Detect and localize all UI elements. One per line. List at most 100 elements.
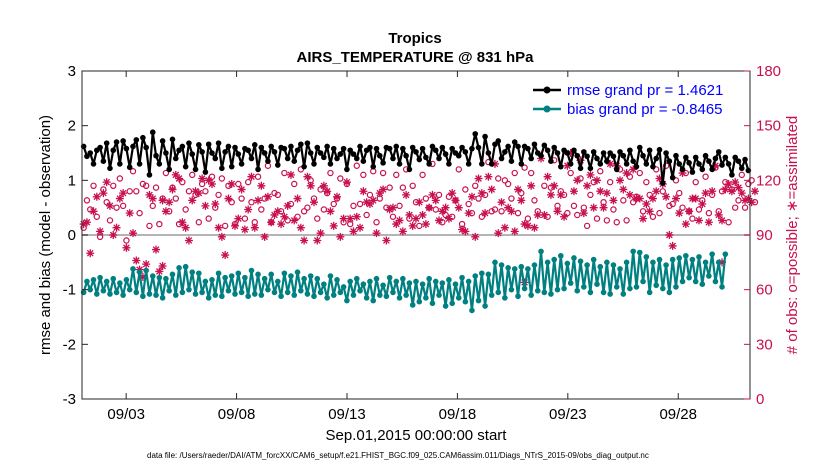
obs-possible-point [139, 180, 147, 188]
bias-point [600, 289, 607, 296]
rmse-point [298, 141, 304, 148]
obs-possible-point [649, 213, 657, 220]
obs-assimilated-point [514, 185, 523, 194]
y-right-tick-label: 150 [756, 118, 781, 135]
rmse-point [479, 161, 485, 167]
rmse-point [725, 161, 732, 167]
obs-possible-point [620, 197, 627, 204]
bias-point [498, 262, 505, 268]
bias-point [636, 249, 643, 256]
bias-point [699, 281, 706, 288]
obs-assimilated-point [625, 190, 634, 199]
obs-assimilated-point [737, 189, 746, 198]
obs-assimilated-point [507, 207, 516, 216]
bias-point [192, 291, 199, 297]
rmse-point [656, 146, 663, 153]
rmse-point [107, 165, 113, 172]
rmse-point [436, 155, 442, 162]
rmse-point [600, 150, 607, 156]
obs-assimilated-point [510, 227, 519, 236]
obs-possible-point [613, 219, 620, 226]
y-right-tick-label: 120 [756, 172, 781, 189]
obs-assimilated-point [329, 221, 338, 230]
rmse-point [120, 138, 126, 144]
obs-assimilated-point [290, 216, 299, 225]
bias-point [643, 254, 650, 260]
bias-point [528, 292, 534, 298]
obs-possible-point [396, 202, 403, 210]
rmse-point [469, 145, 475, 152]
bias-point [393, 278, 400, 285]
rmse-point [475, 144, 482, 151]
obs-possible-point [669, 200, 676, 208]
rmse-point [146, 172, 153, 178]
rmse-point [696, 161, 702, 167]
rmse-point [709, 166, 715, 173]
bias-point [515, 293, 521, 300]
obs-assimilated-point [171, 170, 180, 179]
data-file-footer: data file: /Users/raeder/DAI/ATM_forcXX/… [147, 451, 649, 460]
obs-possible-point [281, 169, 288, 177]
rmse-point [502, 149, 508, 155]
obs-possible-point [317, 186, 324, 193]
obs-assimilated-point [602, 189, 611, 198]
obs-possible-point [606, 178, 614, 186]
rmse-point [551, 144, 558, 151]
rmse-point [373, 145, 380, 152]
bias-point [284, 289, 291, 296]
obs-possible-point [215, 191, 222, 199]
rmse-point [488, 161, 495, 167]
obs-assimilated-point [629, 165, 638, 174]
obs-assimilated-point [306, 181, 315, 190]
obs-assimilated-point [471, 232, 480, 241]
obs-possible-point [103, 198, 110, 206]
bias-point [367, 278, 373, 285]
bias-point [205, 295, 212, 301]
rmse-point [228, 163, 235, 170]
obs-assimilated-point [425, 203, 434, 212]
rmse-point [706, 158, 712, 164]
bias-point [311, 293, 317, 300]
bias-point [182, 263, 189, 270]
rmse-point [284, 155, 291, 162]
obs-possible-point [90, 182, 97, 189]
rmse-point [689, 169, 696, 175]
obs-assimilated-point [356, 223, 365, 232]
obs-assimilated-point [293, 194, 302, 203]
bias-point [103, 278, 110, 285]
obs-possible-point [142, 182, 150, 189]
bias-point [373, 275, 380, 282]
rmse-point [423, 154, 429, 161]
obs-possible-point [106, 217, 114, 224]
bias-point [304, 291, 311, 297]
rmse-point [222, 149, 228, 155]
obs-possible-point [152, 184, 160, 191]
obs-possible-point [626, 173, 634, 180]
bias-point [538, 248, 544, 255]
obs-possible-point [133, 188, 140, 195]
bias-point [419, 281, 426, 288]
x-tick-label: 09/08 [218, 406, 256, 423]
obs-possible-point [511, 169, 518, 177]
bias-point [455, 295, 462, 301]
obs-assimilated-point [254, 196, 263, 205]
rmse-point [324, 143, 330, 150]
rmse-point [156, 161, 163, 167]
obs-possible-point [656, 209, 663, 217]
rmse-point [459, 144, 465, 151]
obs-assimilated-point [438, 207, 447, 216]
obs-possible-point [689, 215, 696, 222]
rmse-point [472, 131, 479, 137]
x-tick-label: 09/13 [328, 406, 366, 423]
obs-possible-point [662, 162, 670, 169]
rmse-point [330, 145, 337, 152]
bias-point [442, 303, 449, 309]
obs-assimilated-point [313, 236, 322, 245]
rmse-point [482, 133, 488, 140]
bias-point [610, 262, 617, 268]
obs-assimilated-point [714, 210, 723, 219]
bias-point [413, 278, 419, 285]
obs-possible-point [445, 193, 453, 200]
rmse-point [261, 150, 268, 156]
obs-assimilated-point [750, 187, 759, 196]
